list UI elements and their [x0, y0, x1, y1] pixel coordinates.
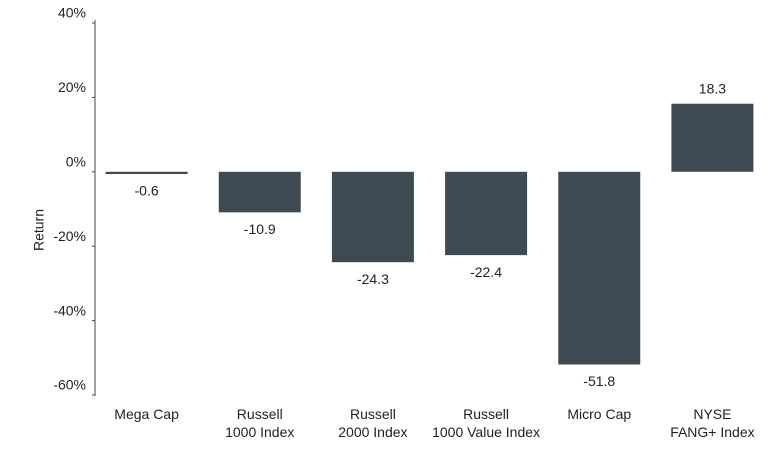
x-tick-label: Russell 1000 Index	[225, 406, 295, 440]
y-tick-label: 20%	[58, 79, 86, 95]
x-tick-label: Micro Cap	[567, 406, 632, 422]
y-tick-label: -20%	[53, 228, 86, 244]
bar	[671, 103, 754, 172]
value-label: 18.3	[699, 80, 726, 96]
y-tick-label: -40%	[53, 302, 86, 318]
bar	[105, 171, 188, 175]
value-label: -10.9	[244, 221, 276, 237]
value-label: -0.6	[135, 183, 159, 199]
bar	[331, 171, 414, 263]
x-tick-label: Mega Cap	[114, 406, 179, 422]
value-label: -22.4	[470, 264, 502, 280]
y-tick-label: 40%	[58, 5, 86, 21]
value-label: -51.8	[583, 373, 615, 389]
y-tick-label: 0%	[66, 154, 86, 170]
x-tick-label: Russell 1000 Value Index	[432, 406, 541, 440]
y-tick-label: -60%	[53, 377, 86, 393]
value-label: -24.3	[357, 271, 389, 287]
x-tick-label: Russell 2000 Index	[338, 406, 408, 440]
bar	[218, 171, 301, 213]
bar	[558, 171, 641, 365]
x-tick-label: NYSE FANG+ Index	[670, 406, 755, 440]
y-axis-label: Return	[31, 209, 47, 251]
bar	[445, 171, 528, 256]
